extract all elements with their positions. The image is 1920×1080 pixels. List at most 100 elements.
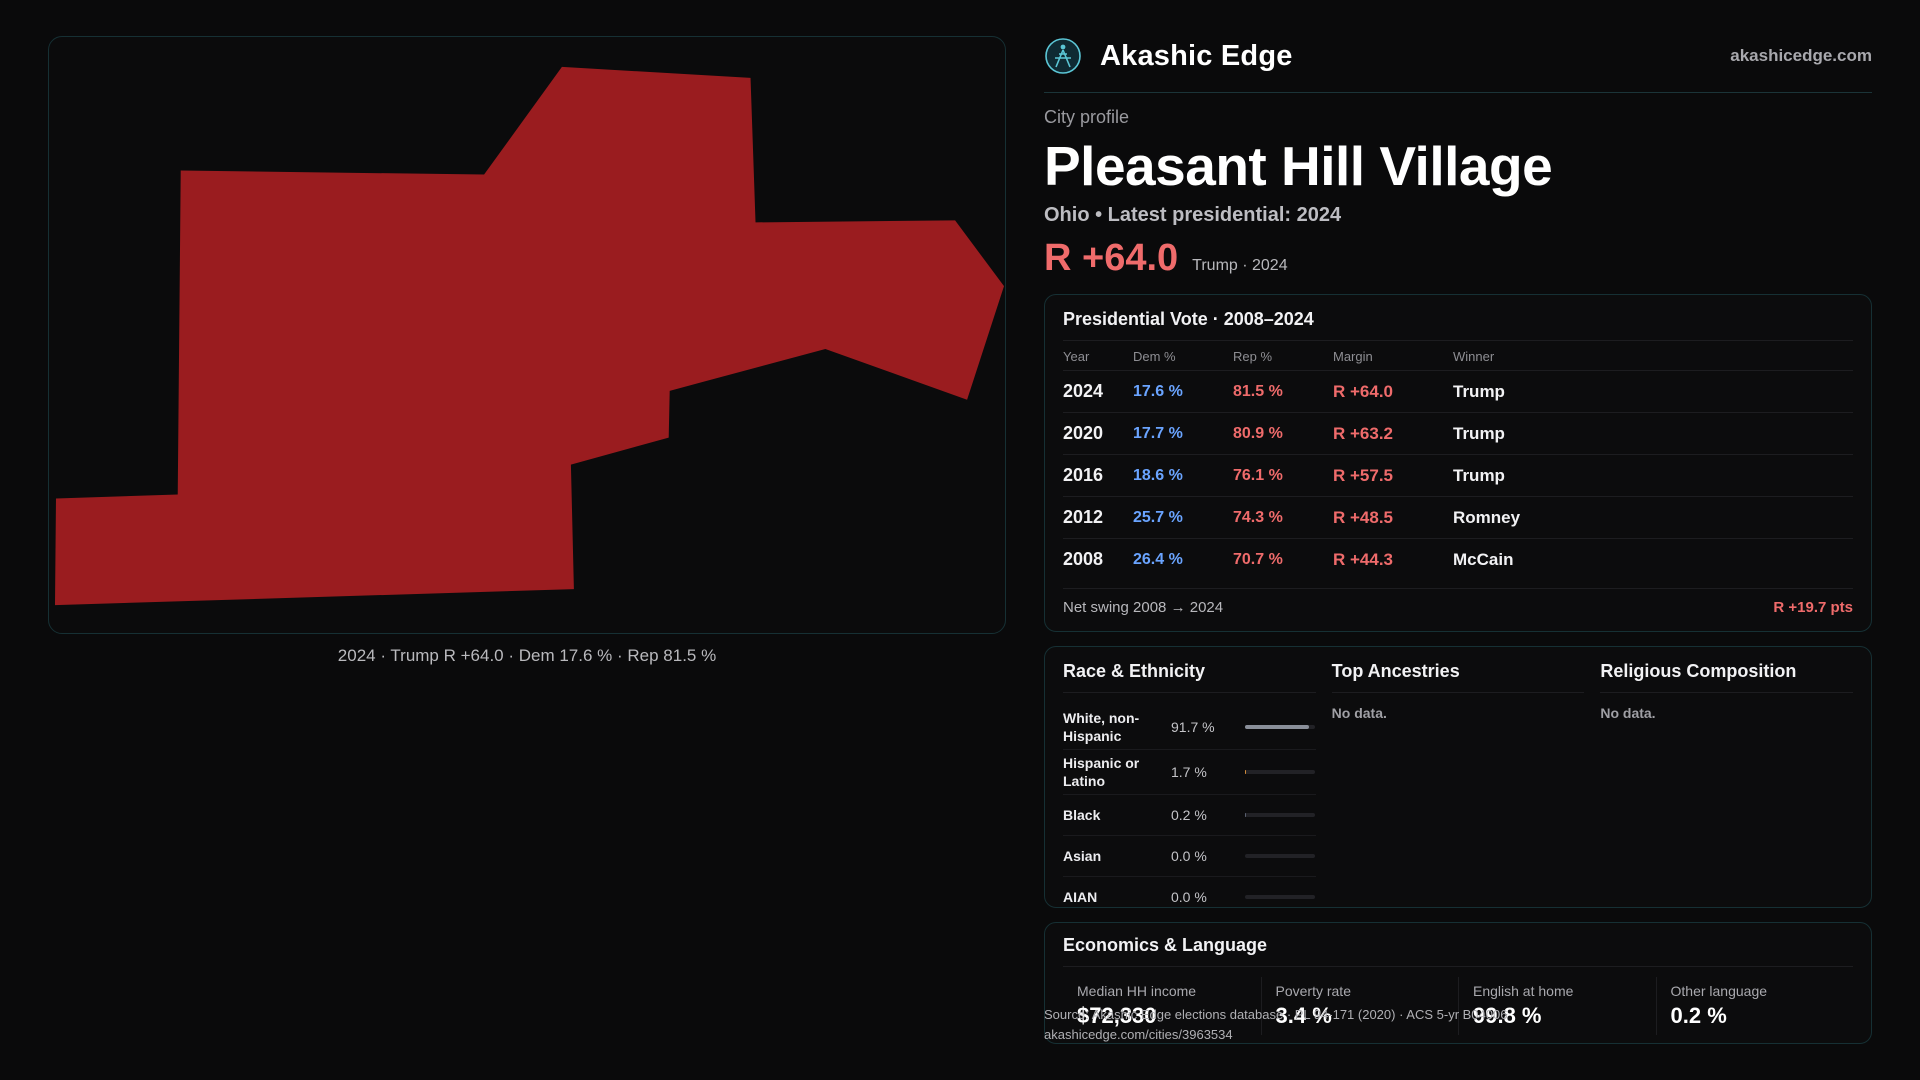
race-row: Asian 0.0 % <box>1063 836 1316 877</box>
row-dem: 17.6 % <box>1133 382 1183 400</box>
row-winner: Romney <box>1453 507 1521 527</box>
econ-label: Median HH income <box>1077 983 1197 999</box>
row-rep: 74.3 % <box>1233 508 1283 526</box>
ancestries-section: Top Ancestries No data. <box>1331 661 1585 893</box>
row-rep: 80.9 % <box>1233 424 1283 442</box>
econ-label: Other language <box>1670 983 1768 999</box>
race-label: Hispanic or Latino <box>1063 755 1140 789</box>
race-value: 0.0 % <box>1171 848 1207 864</box>
row-rep: 81.5 % <box>1233 382 1283 400</box>
header-margin: Margin <box>1333 349 1373 364</box>
row-year: 2012 <box>1063 507 1104 527</box>
economics-title: Economics & Language <box>1063 935 1853 967</box>
presidential-vote-card: Presidential Vote · 2008–2024 Year Dem %… <box>1044 294 1872 632</box>
row-rep: 70.7 % <box>1233 550 1283 568</box>
race-bar-fill <box>1245 725 1310 729</box>
race-row: White, non-Hispanic 91.7 % <box>1063 705 1316 750</box>
econ-value: 99.8 % <box>1473 1003 1542 1028</box>
net-swing-label: Net swing 2008 → 2024 <box>1063 599 1224 616</box>
page-kicker: City profile <box>1044 107 1130 127</box>
row-margin: R +57.5 <box>1333 465 1394 485</box>
presidential-table-header: Year Dem % Rep % Margin Winner <box>1063 343 1853 371</box>
source-url[interactable]: akashicedge.com/cities/3963534 <box>1044 1027 1233 1042</box>
race-value: 0.0 % <box>1171 889 1207 905</box>
race-ethnicity-section: Race & Ethnicity White, non-Hispanic 91.… <box>1063 661 1316 905</box>
row-margin: R +64.0 <box>1333 381 1394 401</box>
brand-header: Akashic Edge akashicedge.com <box>1044 36 1872 93</box>
row-year: 2008 <box>1063 549 1104 569</box>
econ-value: 0.2 % <box>1670 1003 1727 1028</box>
net-swing-value: R +19.7 pts <box>1773 599 1853 616</box>
race-bar <box>1245 725 1315 729</box>
row-year: 2024 <box>1063 381 1104 401</box>
demographics-card: Race & Ethnicity White, non-Hispanic 91.… <box>1044 646 1872 908</box>
econ-label: English at home <box>1473 983 1574 999</box>
city-boundary-map <box>48 36 1006 634</box>
row-year: 2020 <box>1063 423 1104 443</box>
row-winner: Trump <box>1453 423 1505 443</box>
race-bar-fill <box>1245 770 1247 774</box>
row-dem: 18.6 % <box>1133 466 1183 484</box>
race-label: White, non-Hispanic <box>1063 710 1140 744</box>
table-row: 2024 17.6 % 81.5 % R +64.0 Trump <box>1063 371 1853 413</box>
row-margin: R +44.3 <box>1333 549 1394 569</box>
economics-card: Economics & Language Median HH income $7… <box>1044 922 1872 1044</box>
header-winner: Winner <box>1453 349 1495 364</box>
race-row: AIAN 0.0 % <box>1063 877 1316 917</box>
row-winner: Trump <box>1453 381 1505 401</box>
net-swing: Net swing 2008 → 2024 R +19.7 pts <box>1063 588 1853 616</box>
econ-value: 3.4 % <box>1275 1003 1332 1028</box>
row-winner: McCain <box>1453 549 1514 569</box>
race-value: 0.2 % <box>1171 807 1207 823</box>
race-label: Asian <box>1063 848 1102 864</box>
presidential-title: Presidential Vote · 2008–2024 <box>1063 309 1853 341</box>
race-bar <box>1245 854 1315 858</box>
econ-cell: English at home 99.8 % <box>1458 977 1656 1035</box>
race-row: Hispanic or Latino 1.7 % <box>1063 750 1316 795</box>
race-bar <box>1245 770 1315 774</box>
header-dem: Dem % <box>1133 349 1176 364</box>
row-dem: 26.4 % <box>1133 550 1183 568</box>
race-title: Race & Ethnicity <box>1063 661 1316 693</box>
table-row: 2020 17.7 % 80.9 % R +63.2 Trump <box>1063 413 1853 455</box>
site-link[interactable]: akashicedge.com <box>1730 46 1872 65</box>
race-bar-fill <box>1245 813 1247 817</box>
econ-cell: Poverty rate 3.4 % <box>1260 977 1459 1035</box>
brand-name: Akashic Edge <box>1100 39 1293 72</box>
race-label: AIAN <box>1063 889 1098 905</box>
row-dem: 17.7 % <box>1133 424 1183 442</box>
race-bar <box>1245 895 1315 899</box>
race-value: 1.7 % <box>1171 764 1207 780</box>
akashic-logo-icon <box>1045 38 1081 74</box>
race-value: 91.7 % <box>1171 719 1215 735</box>
race-label: Black <box>1063 807 1101 823</box>
margin-note: Trump · 2024 <box>1192 257 1288 274</box>
religion-section: Religious Composition No data. <box>1600 661 1854 893</box>
econ-value: $72,330 <box>1077 1003 1157 1028</box>
margin-value: R +64.0 <box>1044 237 1179 279</box>
headline-margin: R +64.0 Trump · 2024 <box>1044 237 1872 280</box>
economics-grid: Median HH income $72,330 Poverty rate 3.… <box>1063 977 1853 1035</box>
header-rep: Rep % <box>1233 349 1273 364</box>
source-text: Source: Akashic Edge elections database … <box>1044 1007 1508 1022</box>
header-year: Year <box>1063 349 1090 364</box>
row-winner: Trump <box>1453 465 1505 485</box>
econ-cell: Other language 0.2 % <box>1655 977 1854 1035</box>
row-year: 2016 <box>1063 465 1104 485</box>
profile-panel: Akashic Edge akashicedge.com City profil… <box>1044 36 1872 1044</box>
table-row: 2008 26.4 % 70.7 % R +44.3 McCain <box>1063 539 1853 580</box>
map-caption: 2024 · Trump R +64.0 · Dem 17.6 % · Rep … <box>337 646 717 665</box>
table-row: 2016 18.6 % 76.1 % R +57.5 Trump <box>1063 455 1853 497</box>
religion-title: Religious Composition <box>1600 661 1854 693</box>
city-boundary-shape <box>54 66 1005 606</box>
page-title: Pleasant Hill Village <box>1044 135 1553 197</box>
row-rep: 76.1 % <box>1233 466 1283 484</box>
econ-cell: Median HH income $72,330 <box>1063 977 1261 1035</box>
row-dem: 25.7 % <box>1133 508 1183 526</box>
religion-empty: No data. <box>1600 705 1656 721</box>
ancestries-title: Top Ancestries <box>1331 661 1585 693</box>
table-row: 2012 25.7 % 74.3 % R +48.5 Romney <box>1063 497 1853 539</box>
econ-label: Poverty rate <box>1275 983 1351 999</box>
page-subtitle: Ohio • Latest presidential: 2024 <box>1044 204 1342 226</box>
row-margin: R +63.2 <box>1333 423 1394 443</box>
